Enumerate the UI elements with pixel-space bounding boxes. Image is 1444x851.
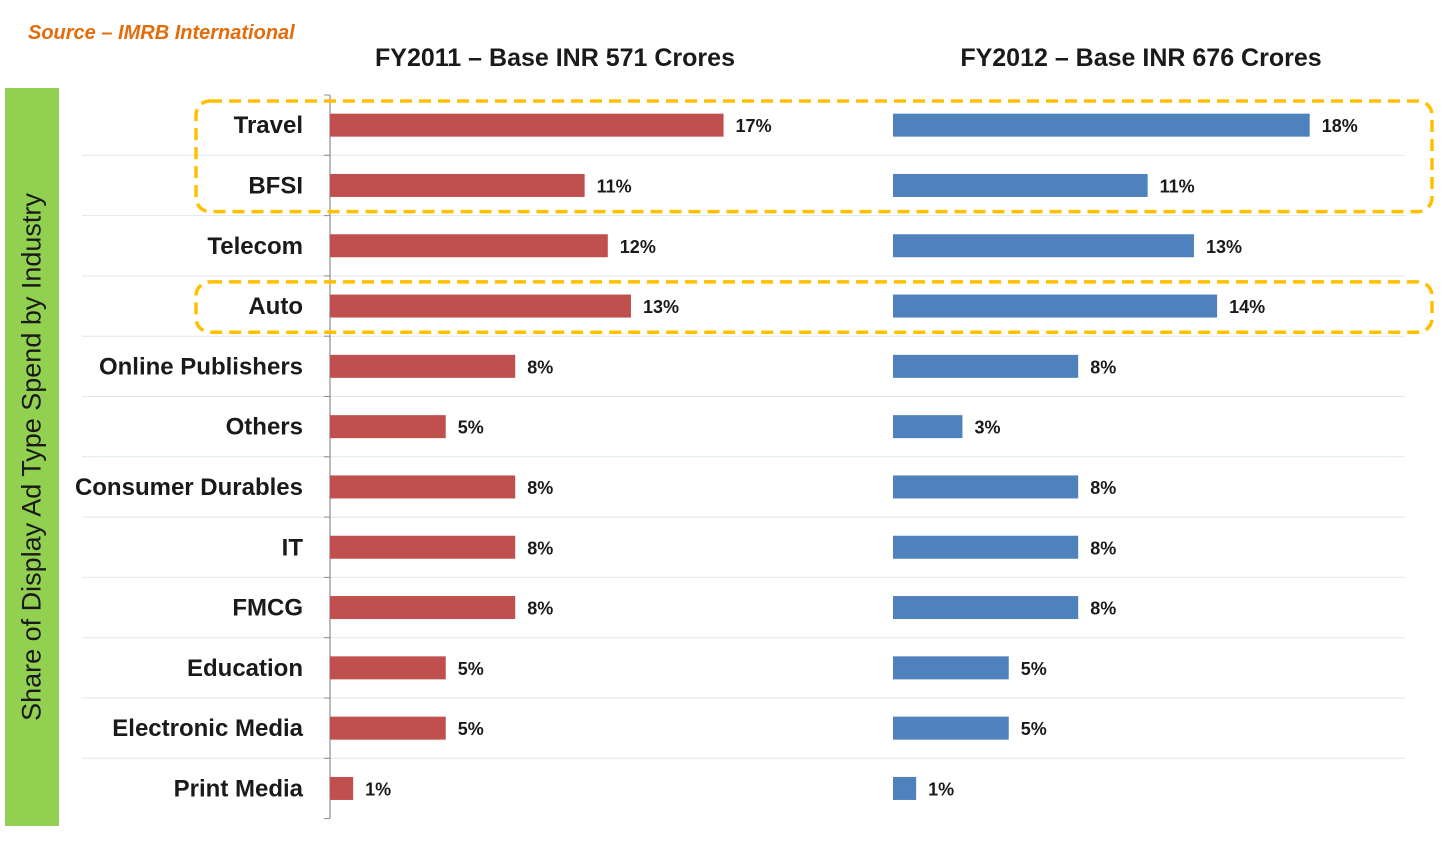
data-label-fy2011-auto: 13%: [643, 297, 679, 317]
data-label-fy2011-electronic-media: 5%: [458, 719, 484, 739]
data-label-fy2011-bfsi: 11%: [597, 176, 632, 196]
data-label-fy2011-education: 5%: [458, 659, 484, 679]
data-label-fy2012-auto: 14%: [1229, 297, 1265, 317]
data-label-fy2011-it: 8%: [527, 538, 553, 558]
data-label-fy2011-online-publishers: 8%: [527, 357, 553, 377]
bar-fy2012-it: [893, 535, 1079, 559]
y-axis-label-box: [5, 88, 59, 826]
category-label-online-publishers: Online Publishers: [99, 353, 303, 380]
panel-title-fy2012: FY2012 – Base INR 676 Crores: [960, 44, 1322, 72]
category-label-electronic-media: Electronic Media: [112, 715, 303, 742]
bar-fy2011-electronic-media: [330, 716, 446, 740]
data-label-fy2011-print-media: 1%: [365, 779, 391, 799]
data-label-fy2011-travel: 17%: [736, 116, 772, 136]
bar-fy2012-fmcg: [893, 596, 1079, 620]
data-label-fy2012-others: 3%: [974, 418, 1000, 438]
bar-fy2011-print-media: [330, 776, 354, 800]
data-label-fy2012-fmcg: 8%: [1090, 599, 1116, 619]
data-label-fy2012-education: 5%: [1021, 659, 1047, 679]
bar-fy2011-telecom: [330, 234, 608, 258]
data-label-fy2012-print-media: 1%: [928, 779, 954, 799]
data-label-fy2012-travel: 18%: [1322, 116, 1358, 136]
bar-fy2012-others: [893, 415, 963, 439]
category-label-fmcg: FMCG: [232, 595, 303, 622]
data-label-fy2011-fmcg: 8%: [527, 599, 553, 619]
category-label-education: Education: [187, 655, 303, 682]
category-label-it: IT: [282, 534, 304, 561]
highlight-box-2: [194, 280, 1434, 334]
data-label-fy2012-bfsi: 11%: [1160, 176, 1195, 196]
bar-fy2011-consumer-durables: [330, 475, 516, 499]
data-label-fy2011-telecom: 12%: [620, 237, 656, 257]
category-label-auto: Auto: [248, 293, 303, 320]
category-label-travel: Travel: [234, 112, 303, 139]
highlight-box-1: [194, 99, 1434, 214]
data-label-fy2012-telecom: 13%: [1206, 237, 1242, 257]
bar-fy2012-education: [893, 656, 1009, 680]
category-label-others: Others: [226, 414, 303, 441]
panel-title-fy2011: FY2011 – Base INR 571 Crores: [375, 44, 735, 72]
bar-fy2012-auto: [893, 294, 1218, 318]
bar-fy2012-online-publishers: [893, 354, 1079, 378]
bar-fy2012-travel: [893, 113, 1310, 137]
category-label-bfsi: BFSI: [248, 172, 303, 199]
category-label-print-media: Print Media: [174, 775, 304, 802]
data-label-fy2011-consumer-durables: 8%: [527, 478, 553, 498]
bar-fy2011-auto: [330, 294, 631, 318]
bar-fy2011-education: [330, 656, 446, 680]
data-label-fy2012-consumer-durables: 8%: [1090, 478, 1116, 498]
bar-fy2011-fmcg: [330, 596, 516, 620]
data-label-fy2011-others: 5%: [458, 418, 484, 438]
bar-fy2012-consumer-durables: [893, 475, 1079, 499]
bar-fy2012-electronic-media: [893, 716, 1009, 740]
data-label-fy2012-online-publishers: 8%: [1090, 357, 1116, 377]
bar-fy2011-others: [330, 415, 446, 439]
bar-fy2011-online-publishers: [330, 354, 516, 378]
data-label-fy2012-it: 8%: [1090, 538, 1116, 558]
bar-fy2011-it: [330, 535, 516, 559]
bar-fy2011-travel: [330, 113, 724, 137]
source-note: Source – IMRB International: [28, 22, 295, 44]
bar-fy2011-bfsi: [330, 173, 585, 197]
bar-fy2012-bfsi: [893, 173, 1148, 197]
category-label-telecom: Telecom: [207, 233, 303, 260]
bar-fy2012-print-media: [893, 776, 917, 800]
bar-fy2012-telecom: [893, 234, 1194, 258]
category-label-consumer-durables: Consumer Durables: [75, 474, 303, 501]
data-label-fy2012-electronic-media: 5%: [1021, 719, 1047, 739]
